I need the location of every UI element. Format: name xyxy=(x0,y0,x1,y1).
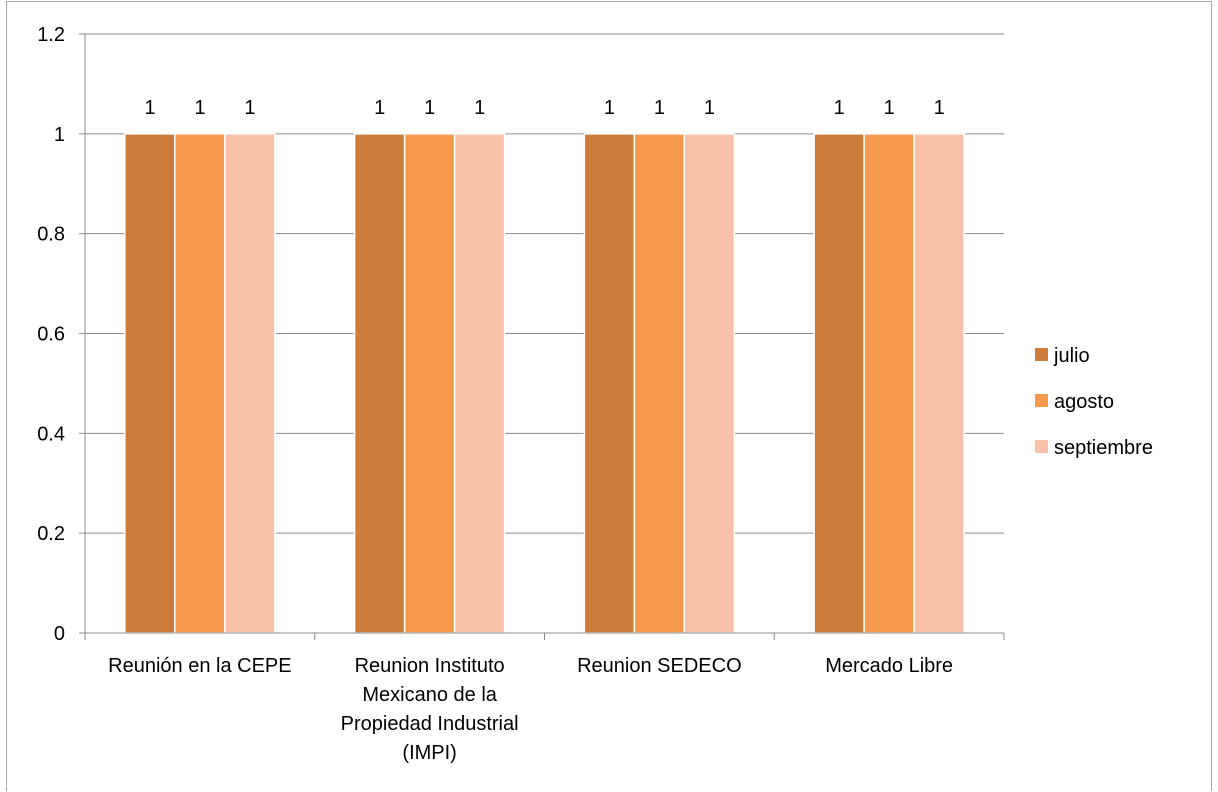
legend-swatch-septiembre xyxy=(1035,440,1048,453)
y-tick-label: 0.4 xyxy=(37,423,65,445)
bar-septiembre xyxy=(224,133,276,634)
data-label: 1 xyxy=(424,97,435,119)
bar-septiembre xyxy=(453,133,506,634)
bar-julio xyxy=(813,133,865,634)
legend: julio agosto septiembre xyxy=(1035,345,1153,459)
bar-septiembre xyxy=(683,133,736,634)
bar-agosto xyxy=(403,133,456,634)
bar-septiembre xyxy=(913,133,965,634)
y-tick-label: 0.6 xyxy=(37,324,65,346)
legend-swatch-agosto xyxy=(1035,394,1048,407)
y-tick-label: 0.2 xyxy=(37,523,65,545)
y-tick-label: 0 xyxy=(54,623,65,645)
data-labels: 1 1 1 1 1 1 1 1 1 1 1 1 xyxy=(144,97,944,119)
bar-agosto xyxy=(863,133,915,634)
data-label: 1 xyxy=(704,97,715,119)
data-label: 1 xyxy=(604,97,615,119)
x-category-label: Reunion Instituto Mexicano de la Propiedad… xyxy=(341,655,519,764)
legend-label-septiembre: septiembre xyxy=(1054,437,1153,459)
bar-agosto xyxy=(633,133,686,634)
axes: 0 0.2 0.4 0.6 0.8 1 1.2 Reunión en la CEPE Reuni… xyxy=(37,24,1005,764)
bar-chart: 0 0.2 0.4 0.6 0.8 1 1.2 Reunión en la CEPE Reuni… xyxy=(37,24,1153,764)
data-label: 1 xyxy=(654,97,665,119)
data-label: 1 xyxy=(244,97,255,119)
bar-julio xyxy=(124,133,176,634)
data-label: 1 xyxy=(374,97,385,119)
data-label: 1 xyxy=(884,97,895,119)
bars xyxy=(124,133,965,634)
data-label: 1 xyxy=(144,97,155,119)
y-tick-label: 0.8 xyxy=(37,224,65,246)
legend-swatch-julio xyxy=(1035,348,1048,361)
x-category-label: Reunion SEDECO xyxy=(577,655,742,677)
bar-julio xyxy=(353,133,406,634)
bar-agosto xyxy=(174,133,226,634)
x-category-label: Reunión en la CEPE xyxy=(108,655,291,677)
chart-frame: 0 0.2 0.4 0.6 0.8 1 1.2 Reunión en la CEPE Reuni… xyxy=(6,1,1212,791)
y-tick-label: 1 xyxy=(54,124,65,146)
data-label: 1 xyxy=(834,97,845,119)
data-label: 1 xyxy=(934,97,945,119)
y-tick-label: 1.2 xyxy=(37,24,65,46)
data-label: 1 xyxy=(474,97,485,119)
legend-label-julio: julio xyxy=(1053,345,1090,367)
legend-label-agosto: agosto xyxy=(1054,391,1114,413)
data-label: 1 xyxy=(194,97,205,119)
bar-julio xyxy=(583,133,636,634)
x-category-label: Mercado Libre xyxy=(825,655,953,677)
